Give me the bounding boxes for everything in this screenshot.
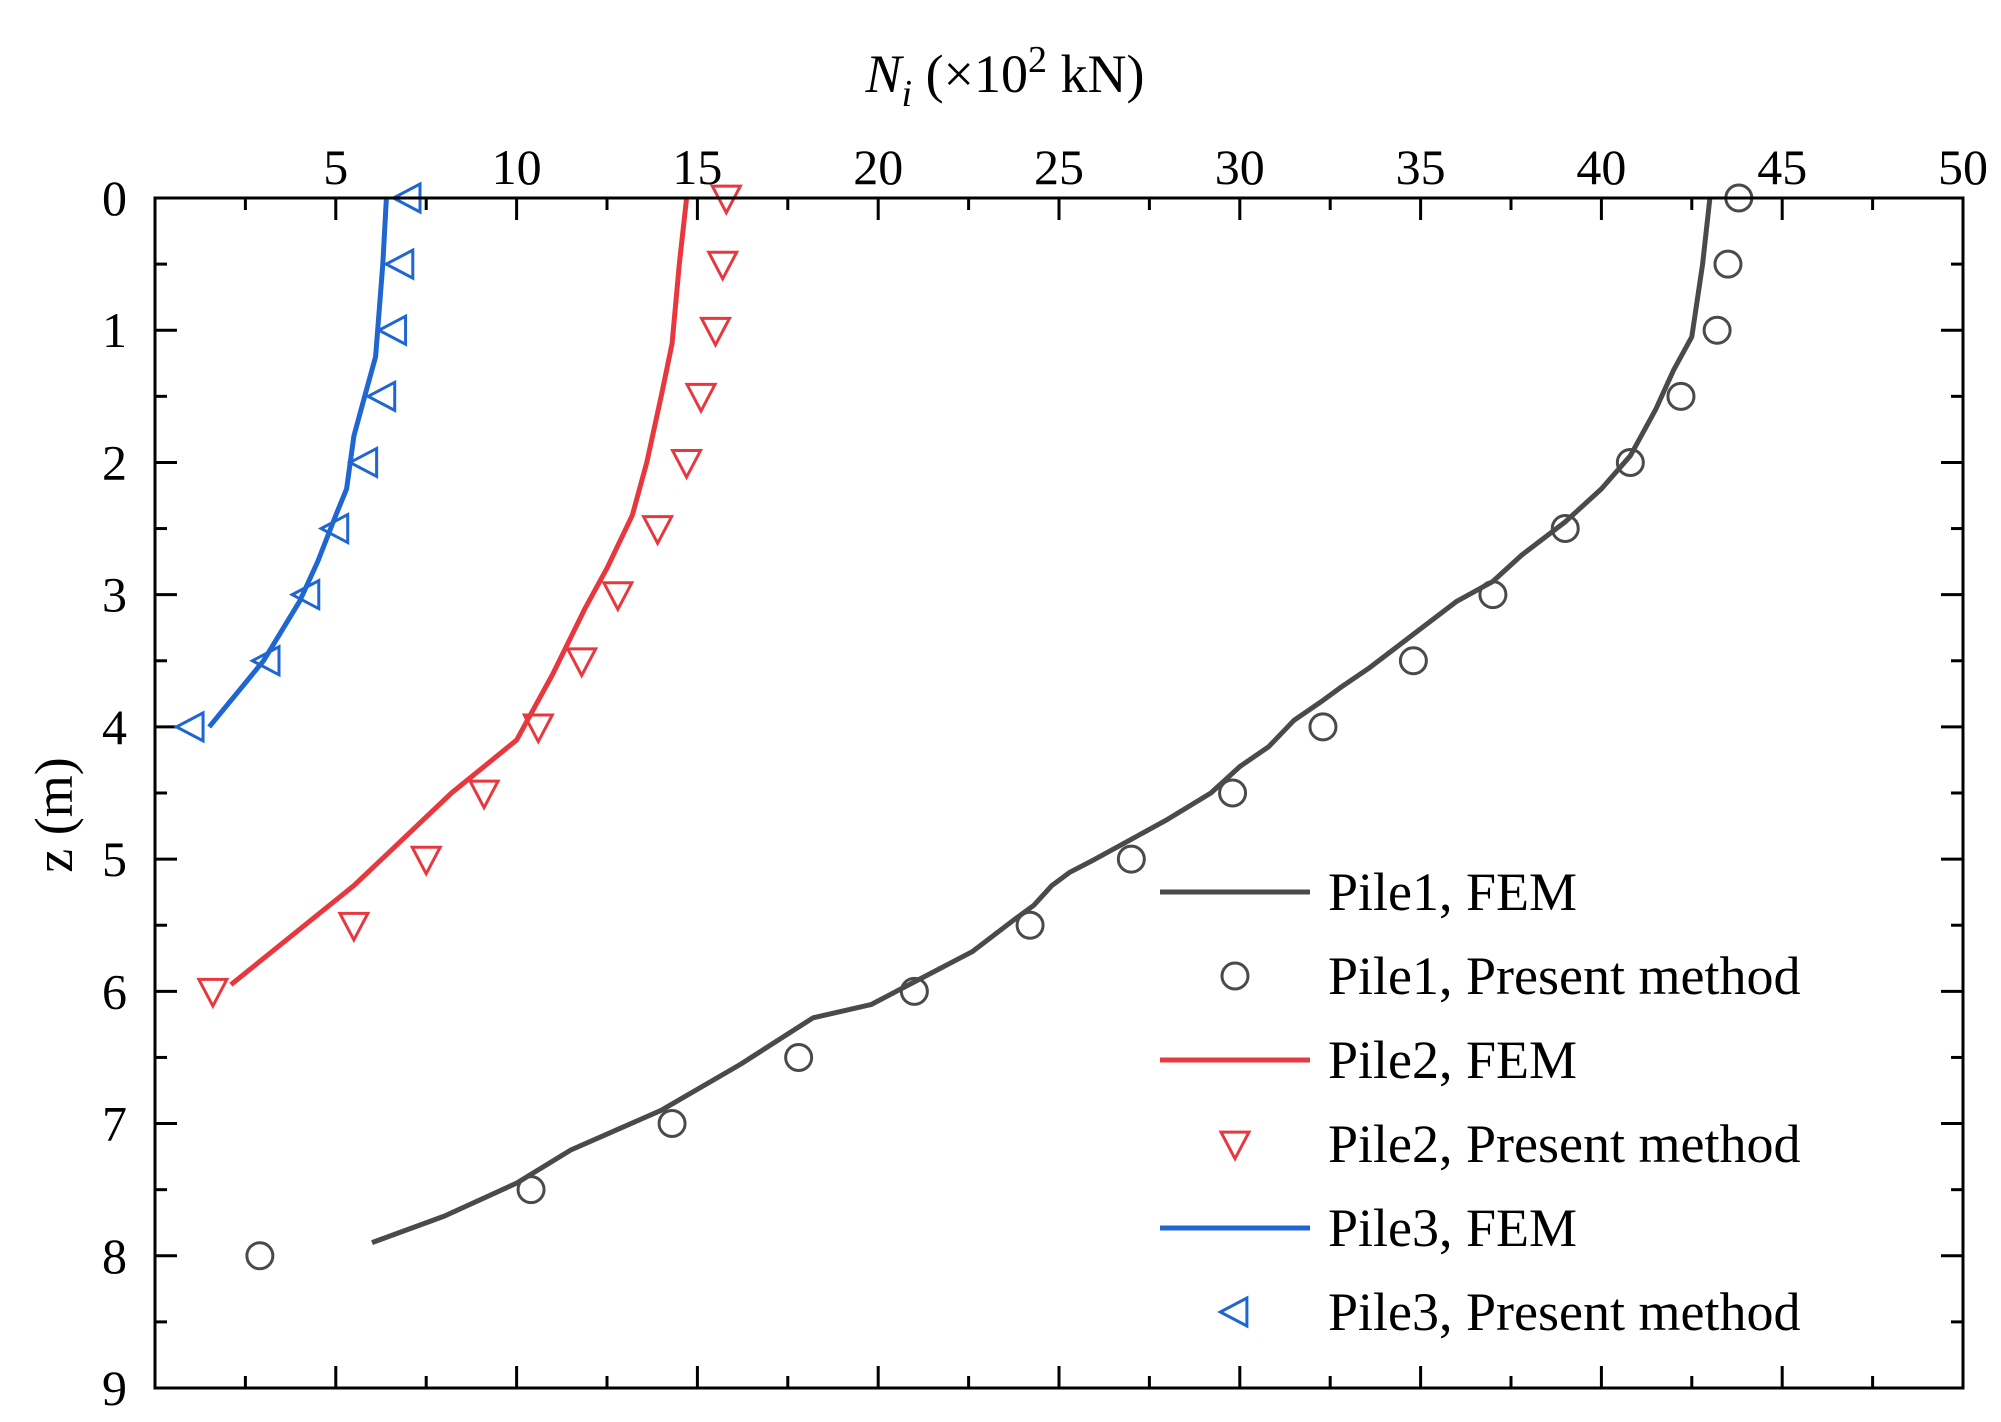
y-tick-label: 6 [102,963,127,1019]
legend-item: Pile3, Present method [1217,1282,1800,1342]
data-point [784,1042,814,1072]
legend-label: Pile2, FEM [1328,1030,1577,1090]
x-axis-title-unit: kN) [1047,44,1144,104]
data-point [1478,580,1508,610]
data-point [516,1175,546,1205]
data-point [657,1109,687,1139]
series-line [207,197,389,729]
series-5 [207,197,389,729]
plot-frame [153,196,1965,1390]
legend-label: Pile2, Present method [1328,1114,1800,1174]
legend-label: Pile1, Present method [1328,946,1800,1006]
y-tick-label: 8 [102,1228,127,1284]
x-tick-label: 30 [1215,139,1265,195]
x-axis-title-subscript: i [902,73,913,115]
data-point [1015,910,1045,940]
y-tick-label: 5 [102,831,127,887]
series-2 [245,183,1754,1271]
legend-label: Pile1, FEM [1328,862,1577,922]
x-tick-label: 5 [323,139,348,195]
x-tick-label: 20 [853,139,903,195]
data-point [1713,249,1743,279]
legend: Pile1, FEM Pile1, Present method Pile2, FE… [1160,862,1800,1342]
y-tick-label: 4 [102,699,127,755]
legend-marker-swatch [1220,961,1250,991]
data-point [601,581,635,613]
series-6 [173,181,422,744]
series-3 [229,197,690,987]
data-point [173,710,205,744]
series-line [371,197,1713,1245]
x-axis-title-rest: (×10 [912,44,1028,104]
data-point [641,515,675,547]
x-tick-label: 50 [1938,139,1988,195]
series-line [229,197,690,987]
data-point [1702,315,1732,345]
x-tick-label: 25 [1034,139,1084,195]
legend-label: Pile3, Present method [1328,1282,1800,1342]
legend-marker-swatch [1218,1130,1252,1162]
x-axis-title-superscript: 2 [1028,39,1047,81]
data-point [706,250,740,283]
data-point [670,449,704,481]
data-point [1666,381,1696,411]
data-point [899,976,929,1006]
series-1 [371,197,1713,1245]
data-point [382,247,415,281]
legend-marker-swatch [1217,1295,1249,1329]
x-tick-label: 10 [492,139,542,195]
data-point [698,316,732,349]
x-tick-label: 35 [1396,139,1446,195]
data-point [521,713,555,745]
data-point [249,644,281,678]
x-axis-title-main: N [864,44,904,104]
data-point [1398,646,1428,676]
data-point [245,1241,275,1271]
data-point [1218,778,1248,808]
series-layer [173,181,1754,1271]
x-tick-label: 45 [1757,139,1807,195]
data-point [684,382,718,415]
data-point [337,911,371,944]
legend-item: Pile2, FEM [1160,1030,1577,1090]
y-tick-label: 1 [102,302,127,358]
data-point [196,977,230,1010]
data-point [467,779,501,811]
data-point [317,512,350,546]
legend-item: Pile1, FEM [1160,862,1577,922]
y-axis-title: z (m) [24,757,84,872]
y-tick-label: 9 [102,1360,127,1416]
data-point [364,379,397,413]
legend-item: Pile2, Present method [1218,1114,1800,1174]
y-tick-label: 7 [102,1096,127,1152]
data-point [375,313,408,347]
x-tick-label: 40 [1576,139,1626,195]
data-point [409,845,443,878]
data-point [1615,447,1645,477]
data-point [565,647,599,679]
legend-item: Pile1, Present method [1220,946,1800,1006]
data-point [1550,514,1580,544]
legend-label: Pile3, FEM [1328,1198,1577,1258]
data-point [1116,844,1146,874]
legend-item: Pile3, FEM [1160,1198,1577,1258]
data-point [1308,712,1338,742]
data-point [288,578,321,612]
y-tick-label: 2 [102,434,127,490]
x-axis-title: Ni (×102 kN) [864,39,1144,115]
y-tick-label: 3 [102,567,127,623]
data-point [346,445,379,479]
y-tick-label: 0 [102,170,127,226]
